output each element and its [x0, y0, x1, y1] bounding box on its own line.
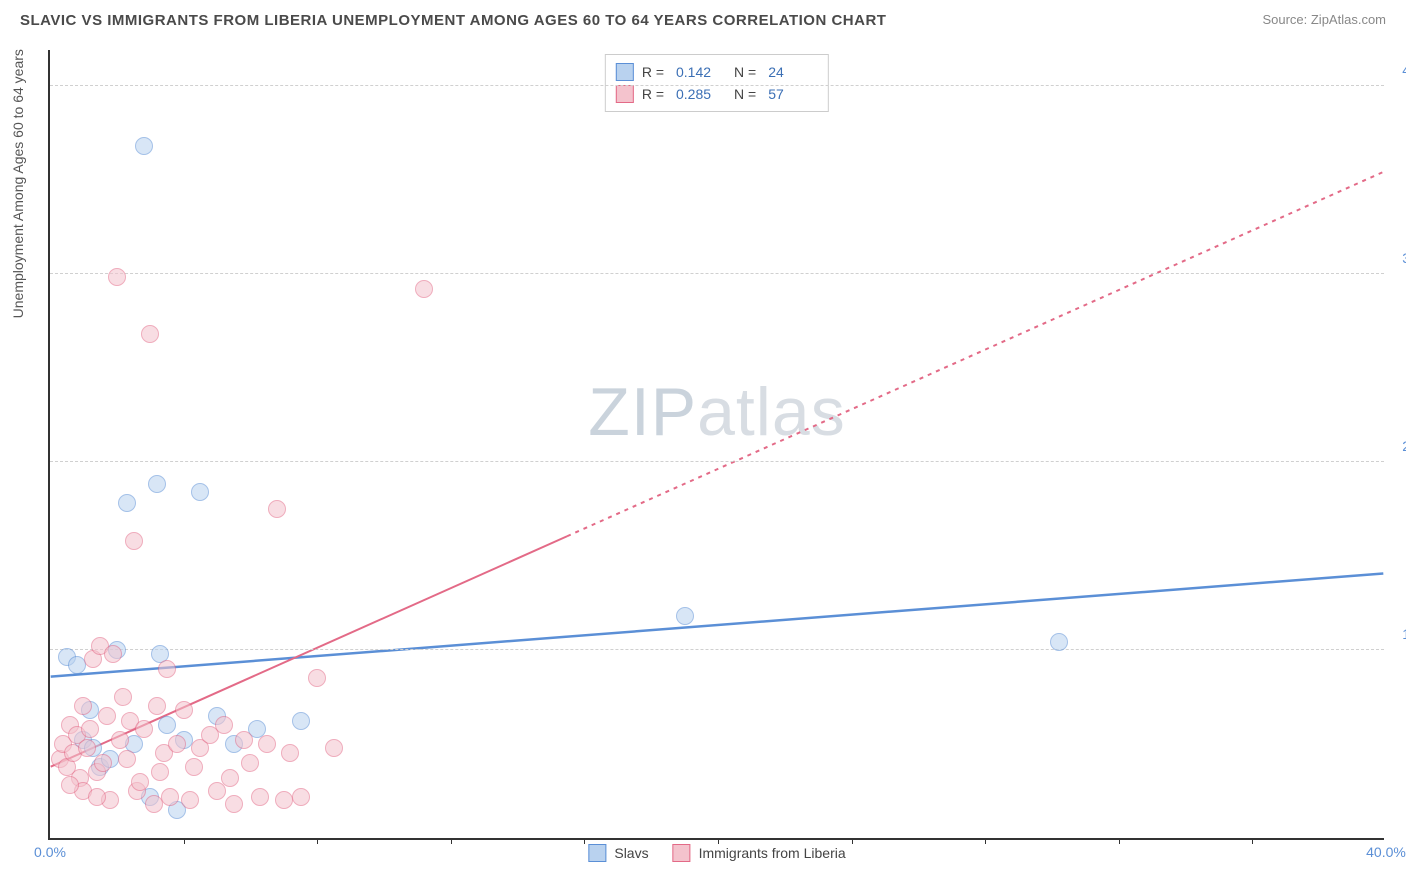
watermark: ZIPatlas	[588, 373, 845, 451]
legend-label-slavs: Slavs	[614, 845, 648, 861]
data-point	[158, 716, 176, 734]
data-point	[158, 660, 176, 678]
x-tick-label: 40.0%	[1366, 844, 1406, 860]
legend-swatch-liberia	[673, 844, 691, 862]
data-point	[676, 607, 694, 625]
data-point	[161, 788, 179, 806]
r-label: R =	[642, 86, 664, 102]
data-point	[191, 483, 209, 501]
x-tick-minor	[1119, 838, 1120, 844]
chart-title: SLAVIC VS IMMIGRANTS FROM LIBERIA UNEMPL…	[20, 12, 886, 29]
data-point	[268, 500, 286, 518]
data-point	[111, 731, 129, 749]
data-point	[118, 750, 136, 768]
swatch-liberia	[616, 85, 634, 103]
source-attribution: Source: ZipAtlas.com	[1262, 12, 1386, 27]
x-tick-minor	[317, 838, 318, 844]
header: SLAVIC VS IMMIGRANTS FROM LIBERIA UNEMPL…	[0, 0, 1406, 37]
data-point	[292, 712, 310, 730]
data-point	[81, 720, 99, 738]
stats-row-liberia: R = 0.285 N = 57	[616, 83, 818, 105]
data-point	[215, 716, 233, 734]
r-value-slavs: 0.142	[676, 64, 720, 80]
chart-container: SLAVIC VS IMMIGRANTS FROM LIBERIA UNEMPL…	[0, 0, 1406, 892]
legend-swatch-slavs	[588, 844, 606, 862]
data-point	[148, 697, 166, 715]
watermark-zip: ZIP	[588, 374, 697, 450]
legend-item-slavs: Slavs	[588, 844, 648, 862]
r-label: R =	[642, 64, 664, 80]
x-tick-minor	[852, 838, 853, 844]
gridline	[50, 649, 1384, 650]
stats-legend: R = 0.142 N = 24 R = 0.285 N = 57	[605, 54, 829, 112]
x-tick-minor	[451, 838, 452, 844]
y-tick-label: 10.0%	[1402, 626, 1406, 642]
data-point	[241, 754, 259, 772]
data-point	[135, 720, 153, 738]
x-tick-label: 0.0%	[34, 844, 66, 860]
gridline	[50, 85, 1384, 86]
plot-region: ZIPatlas R = 0.142 N = 24 R = 0.285 N = …	[48, 50, 1384, 840]
data-point	[125, 532, 143, 550]
data-point	[251, 788, 269, 806]
x-tick-minor	[985, 838, 986, 844]
swatch-slavs	[616, 63, 634, 81]
data-point	[61, 776, 79, 794]
data-point	[68, 656, 86, 674]
data-point	[94, 754, 112, 772]
data-point	[78, 739, 96, 757]
data-point	[1050, 633, 1068, 651]
n-value-liberia: 57	[768, 86, 812, 102]
data-point	[88, 788, 106, 806]
data-point	[185, 758, 203, 776]
chart-area: Unemployment Among Ages 60 to 64 years Z…	[48, 50, 1384, 840]
n-label: N =	[734, 86, 756, 102]
x-tick-minor	[584, 838, 585, 844]
data-point	[181, 791, 199, 809]
y-tick-label: 30.0%	[1402, 250, 1406, 266]
gridline	[50, 461, 1384, 462]
data-point	[74, 697, 92, 715]
stats-row-slavs: R = 0.142 N = 24	[616, 61, 818, 83]
data-point	[175, 701, 193, 719]
legend-label-liberia: Immigrants from Liberia	[699, 845, 846, 861]
data-point	[168, 735, 186, 753]
data-point	[104, 645, 122, 663]
data-point	[131, 773, 149, 791]
y-axis-label: Unemployment Among Ages 60 to 64 years	[10, 49, 26, 318]
n-label: N =	[734, 64, 756, 80]
data-point	[281, 744, 299, 762]
y-tick-label: 20.0%	[1402, 438, 1406, 454]
x-tick-minor	[1252, 838, 1253, 844]
data-point	[145, 795, 163, 813]
gridline	[50, 273, 1384, 274]
x-tick-minor	[718, 838, 719, 844]
data-point	[208, 782, 226, 800]
data-point	[141, 325, 159, 343]
data-point	[235, 731, 253, 749]
data-point	[415, 280, 433, 298]
series-legend: Slavs Immigrants from Liberia	[588, 844, 845, 862]
watermark-atlas: atlas	[697, 374, 846, 450]
x-tick-minor	[184, 838, 185, 844]
data-point	[151, 763, 169, 781]
data-point	[118, 494, 136, 512]
data-point	[148, 475, 166, 493]
data-point	[308, 669, 326, 687]
data-point	[275, 791, 293, 809]
n-value-slavs: 24	[768, 64, 812, 80]
data-point	[221, 769, 239, 787]
data-point	[258, 735, 276, 753]
trendlines-layer	[50, 50, 1384, 838]
data-point	[292, 788, 310, 806]
data-point	[225, 795, 243, 813]
data-point	[98, 707, 116, 725]
y-tick-label: 40.0%	[1402, 62, 1406, 78]
data-point	[135, 137, 153, 155]
legend-item-liberia: Immigrants from Liberia	[673, 844, 846, 862]
data-point	[114, 688, 132, 706]
data-point	[108, 268, 126, 286]
data-point	[325, 739, 343, 757]
r-value-liberia: 0.285	[676, 86, 720, 102]
